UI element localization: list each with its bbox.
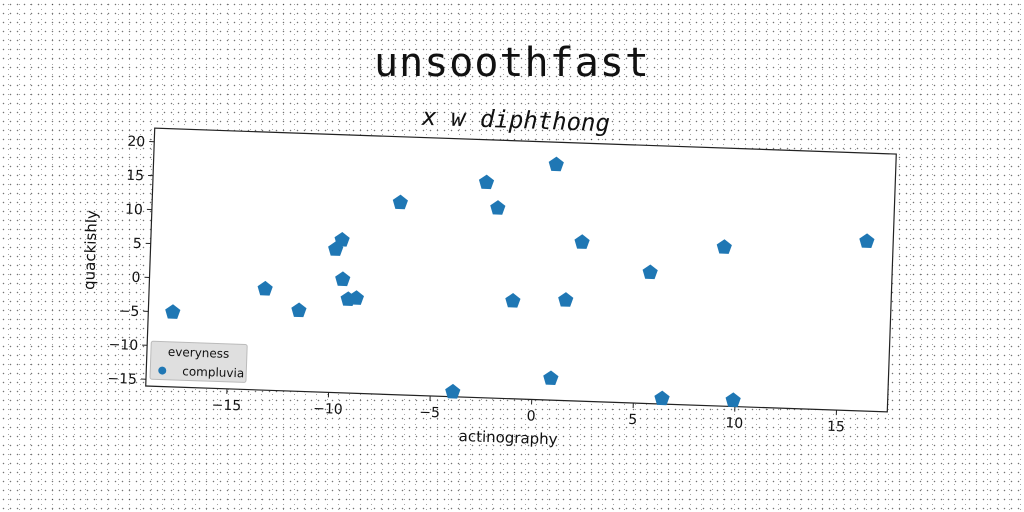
data-point [543,370,559,385]
data-point [392,194,408,210]
data-point [505,292,521,308]
data-point [335,271,351,287]
x-tick-label: −10 [313,401,343,418]
data-point [490,200,506,215]
data-point [716,239,732,254]
legend-box [149,340,248,383]
data-points [165,156,875,408]
plot-area [145,127,897,413]
y-tick-label: 10 [125,202,143,219]
y-tick-label: −5 [118,303,139,320]
chart-subtitle: x w diphthong [421,103,611,138]
x-tick-label: −15 [211,397,241,414]
x-tick-label: 10 [725,415,743,432]
legend-series-label: compluvia [182,364,244,380]
y-tick-label: 5 [132,236,141,252]
legend-marker [158,366,167,375]
main-title: unsoothfast [374,40,650,86]
data-point [642,264,658,280]
x-axis-label: actinography [458,427,558,448]
x-tick-label: 0 [526,408,535,424]
x-tick-label: 15 [827,419,845,436]
y-tick-label: 0 [131,270,140,286]
data-point [165,304,181,319]
data-point [334,231,350,247]
data-point [725,392,741,408]
data-point [574,234,590,249]
data-point [478,174,495,190]
legend-title: everyness [168,345,230,361]
data-point [558,292,574,307]
data-point [348,290,364,305]
y-axis-label: quackishly [80,210,101,290]
plot-group: −15 −10 −5 0 5 10 15 −15 −10 −5 0 5 10 15 20 everyness… [80,127,897,448]
y-tick-label: 20 [127,134,145,151]
x-tick-label: 5 [628,412,637,428]
data-point [445,383,461,399]
data-point [291,302,307,318]
y-tick-label: 15 [126,168,144,185]
data-point [548,156,564,172]
data-point [859,233,875,248]
y-tick-label: −15 [107,371,137,388]
data-point [654,390,670,406]
data-point [257,280,273,296]
x-tick-label: −5 [419,405,440,422]
tick-group: −15 −10 −5 0 5 10 15 −15 −10 −5 0 5 10 15 20 [107,134,845,436]
y-tick-label: −10 [108,337,138,354]
legend: everyness compluvia [149,340,248,383]
